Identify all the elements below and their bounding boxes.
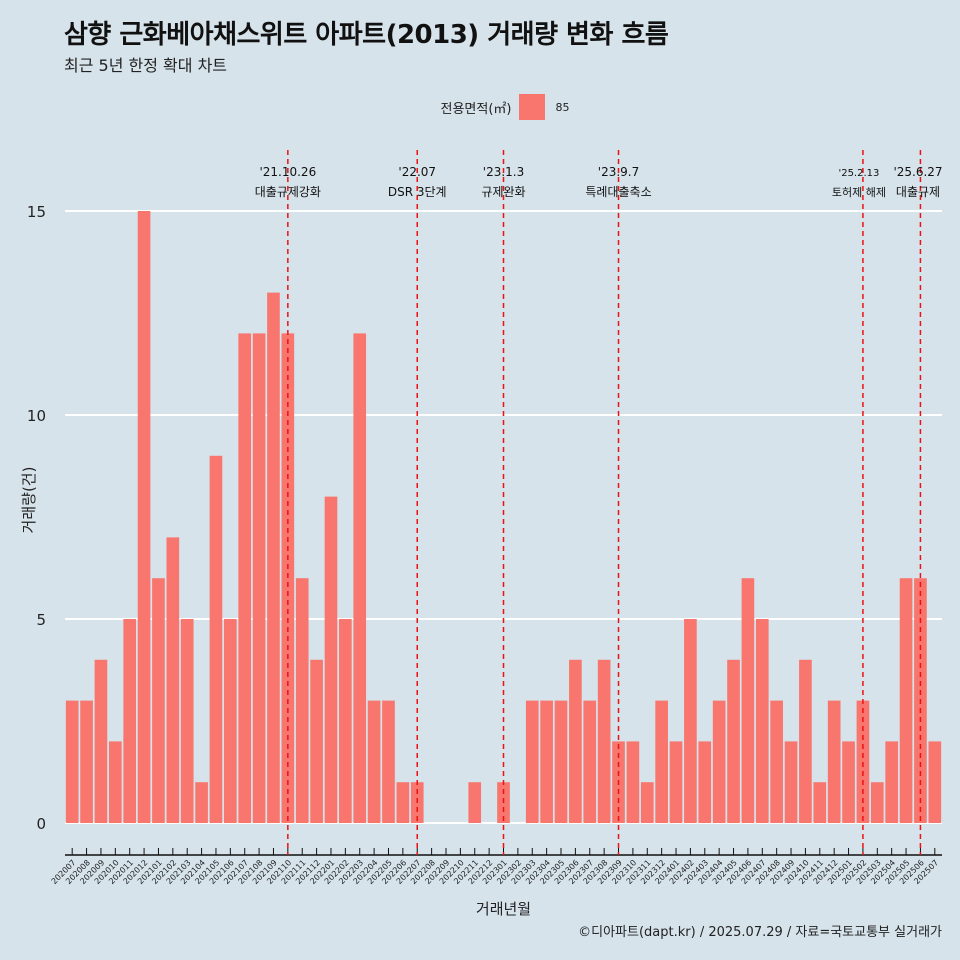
event-label: 특례대출축소 [585,185,651,199]
legend-entry: 85 [555,100,570,114]
event-date-label: '21.10.26 [259,165,316,179]
bar [123,619,137,823]
bar [655,700,668,823]
y-tick-label: 5 [36,611,46,629]
legend-swatch [519,94,546,120]
x-axis-title: 거래년월 [476,900,531,918]
event-date-label: '23.1.3 [483,165,524,179]
y-tick-label: 0 [36,815,46,833]
bar [80,700,93,823]
event-label: 대출규제강화 [255,185,321,199]
bar [324,496,338,823]
bar [468,782,482,823]
bar [583,700,597,823]
bar [669,741,683,823]
bar [108,741,122,823]
bar [180,619,194,823]
bar [870,782,884,823]
event-date-label: '25.6.27 [893,165,942,179]
y-axis-title: 거래량(건) [20,467,38,534]
bar [166,537,180,823]
bar [152,578,165,823]
bar [367,700,381,823]
bar [885,741,899,823]
bar [698,741,712,823]
bar [267,292,280,824]
bar [353,333,367,823]
event-date-label: '23.9.7 [598,165,639,179]
source-caption: ©디아파트(dapt.kr) / 2025.07.29 / 자료=국토교통부 실… [578,925,942,940]
bar [597,659,611,823]
bar [209,455,223,823]
bar [727,659,740,823]
event-label: DSR 3단계 [388,185,447,199]
event-label: 대출규제 [896,185,940,199]
bar [382,700,395,823]
bar [310,659,323,823]
bar [856,700,870,823]
y-tick-label: 15 [27,203,46,221]
bar [784,741,798,823]
bar [899,578,913,823]
bar [339,619,352,823]
bar [640,782,654,823]
bar [252,333,266,823]
bar [755,619,769,823]
bar [799,659,812,823]
bar [65,700,79,823]
event-label: 토허제 해제 [832,185,886,199]
bar [684,619,697,823]
event-label: 규제완화 [481,185,525,199]
bar [238,333,252,823]
bar [626,741,640,823]
y-tick-label: 10 [27,407,46,425]
event-date-label: '22.07 [398,165,436,179]
bar [741,578,755,823]
legend: 전용면적(㎡) 85 [0,94,960,120]
bar [396,782,410,823]
bar [770,700,783,823]
bar [569,659,582,823]
bar [842,741,855,823]
bar [525,700,539,823]
bar [195,782,208,823]
bar [827,700,841,823]
chart-subtitle: 최근 5년 한정 확대 차트 [64,56,228,75]
bar [540,700,553,823]
bar [712,700,726,823]
bar [94,659,108,823]
bar [137,211,151,823]
bar [554,700,568,823]
bar [295,578,309,823]
legend-title: 전용면적(㎡) [440,101,512,117]
bar [928,741,942,823]
bar [224,619,237,823]
event-date-label: '25.2.13 [838,168,879,179]
bar [813,782,827,823]
bar [281,333,295,823]
chart-title: 삼향 근화베아채스위트 아파트(2013) 거래량 변화 흐름 [64,20,669,50]
